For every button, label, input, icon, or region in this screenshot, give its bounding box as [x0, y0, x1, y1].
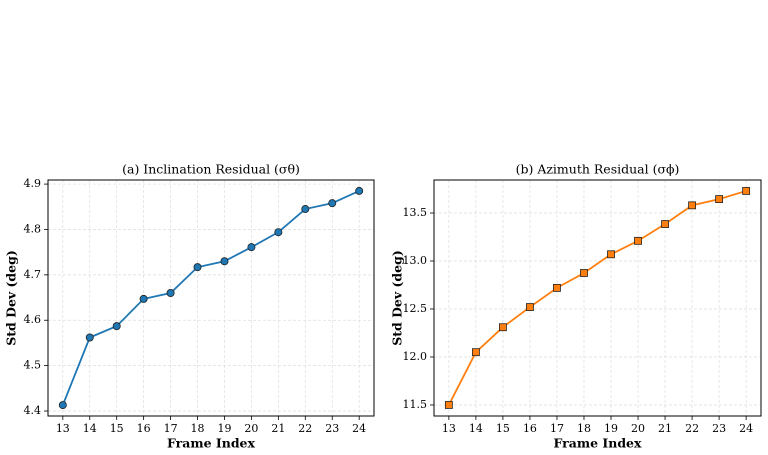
x-tick-label: 18 — [577, 422, 591, 435]
marker — [85, 333, 94, 342]
x-tick-label: 22 — [298, 422, 312, 435]
marker — [661, 220, 669, 228]
x-axis-label: Frame Index — [554, 436, 642, 451]
x-tick-label: 14 — [83, 422, 97, 435]
y-axis-label: Std Dev (deg) — [4, 250, 19, 346]
x-tick-label: 17 — [550, 422, 564, 435]
marker — [301, 205, 310, 214]
y-tick-label: 12.0 — [403, 350, 428, 363]
y-tick-label: 4.9 — [24, 177, 42, 190]
marker — [139, 294, 148, 303]
y-tick-label: 4.4 — [24, 404, 42, 417]
marker — [580, 269, 588, 277]
marker — [193, 263, 202, 272]
marker — [274, 228, 283, 237]
x-tick-label: 13 — [442, 422, 456, 435]
x-tick-label: 14 — [469, 422, 483, 435]
x-tick-label: 24 — [739, 422, 753, 435]
marker — [553, 283, 561, 292]
marker — [715, 195, 724, 203]
x-tick-label: 16 — [523, 422, 537, 435]
x-tick-label: 18 — [191, 422, 205, 435]
x-tick-label: 20 — [631, 422, 645, 435]
marker — [526, 303, 534, 311]
x-tick-label: 19 — [604, 422, 618, 435]
plot-frame — [433, 179, 762, 417]
chart-title: (a) Inclination Residual (σθ) — [122, 162, 300, 177]
marker — [499, 323, 507, 332]
marker — [166, 289, 175, 298]
y-tick-label: 11.5 — [403, 398, 428, 411]
y-axis-label: Std Dev (deg) — [390, 250, 405, 346]
x-tick-label: 21 — [658, 422, 672, 435]
y-tick-label: 4.5 — [24, 359, 42, 372]
marker — [742, 187, 751, 195]
x-tick-label: 22 — [685, 422, 699, 435]
y-tick-label: 4.6 — [24, 313, 42, 326]
marker — [471, 348, 480, 357]
x-tick-label: 24 — [352, 422, 366, 435]
marker — [444, 401, 453, 409]
y-tick-label: 13.5 — [403, 206, 428, 219]
x-tick-label: 19 — [217, 422, 231, 435]
marker — [355, 186, 364, 195]
line — [61, 190, 360, 406]
x-tick-label: 21 — [271, 422, 285, 435]
y-tick-label: 13.0 — [403, 254, 428, 267]
marker — [607, 250, 615, 259]
marker — [688, 201, 696, 210]
y-tick-label: 12.5 — [403, 302, 428, 315]
x-tick-label: 20 — [244, 422, 258, 435]
x-tick-label: 15 — [110, 422, 124, 435]
x-axis-label: Frame Index — [167, 436, 255, 451]
x-tick-label: 15 — [496, 422, 510, 435]
marker — [634, 236, 642, 245]
marker — [247, 243, 256, 252]
x-tick-label: 23 — [325, 422, 339, 435]
marker — [328, 199, 337, 208]
marker — [58, 401, 67, 410]
x-tick-label: 13 — [56, 422, 70, 435]
y-tick-label: 4.7 — [24, 268, 42, 281]
marker — [220, 257, 229, 266]
line — [448, 190, 747, 406]
x-tick-label: 17 — [164, 422, 178, 435]
x-tick-label: 23 — [712, 422, 726, 435]
y-tick-label: 4.8 — [24, 222, 42, 235]
chart-title: (b) Azimuth Residual (σϕ) — [516, 162, 680, 177]
x-tick-label: 16 — [137, 422, 151, 435]
marker — [112, 322, 121, 331]
plot-frame — [47, 179, 375, 417]
